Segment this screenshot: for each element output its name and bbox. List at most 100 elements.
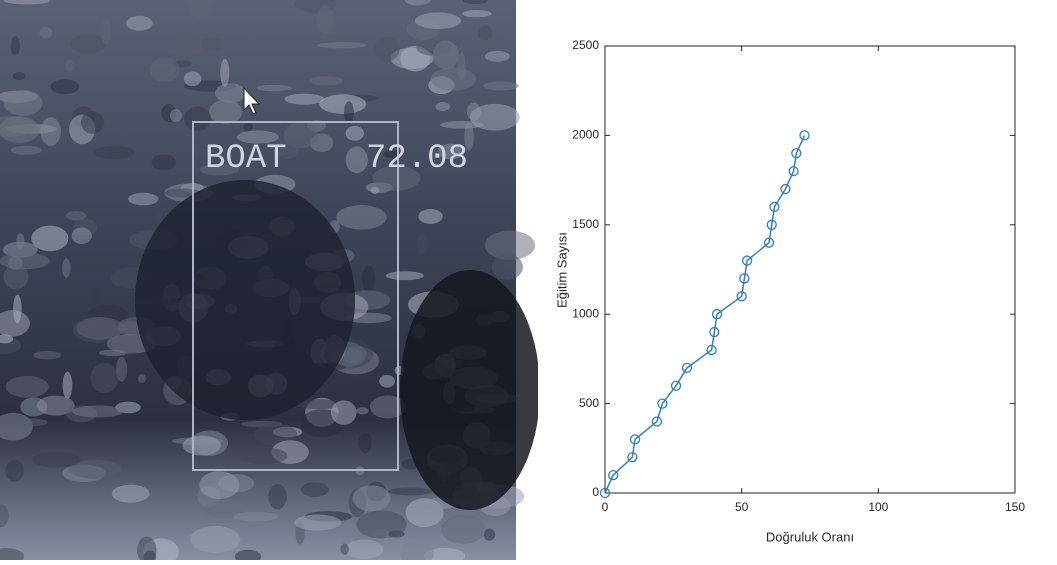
x-tick-label: 150 [1005,500,1025,514]
texture-blob [356,407,368,414]
texture-blob [99,350,126,357]
texture-blob [72,405,124,417]
texture-blob [4,368,32,376]
texture-blob [33,351,61,359]
y-tick-label: 1000 [572,306,599,320]
texture-blob [284,94,324,105]
figure-background [538,0,1030,556]
texture-blob [256,85,292,91]
page: BOAT 72.08 Doğruluk Oranı Eğitim Sayısı … [0,0,1057,560]
texture-blob [6,376,49,398]
x-tick-label: 100 [868,500,888,514]
texture-blob [356,510,406,538]
texture-blob [90,363,118,393]
x-tick-label: 0 [602,500,609,514]
y-tick-label: 1500 [572,217,599,231]
texture-blob [13,72,26,80]
texture-blob [190,526,240,553]
texture-blob [200,38,224,52]
texture-blob [243,123,253,131]
detection-label: BOAT [205,140,287,178]
texture-blob [94,146,135,159]
texture-blob [101,17,112,45]
texture-blob [301,482,329,497]
texture-blob [31,226,68,252]
texture-blob [16,233,24,248]
texture-blob [220,59,229,87]
texture-blob [433,41,459,70]
texture-blob [11,146,43,155]
texture-blob [170,109,182,122]
texture-blob [345,540,383,560]
texture-blob [128,193,159,205]
texture-blob [316,5,333,34]
texture-blob [81,111,104,134]
texture-blob [4,90,43,116]
texture-blob [13,294,21,323]
rock [400,270,540,510]
texture-blob [336,205,386,229]
texture-blob [62,258,71,277]
texture-blob [0,116,40,143]
y-tick-label: 2500 [572,38,599,52]
texture-blob [268,484,286,509]
texture-blob [199,471,239,499]
texture-blob [150,58,180,82]
texture-blob [63,372,73,399]
texture-blob [41,117,61,146]
texture-blob [346,126,364,141]
texture-blob [33,452,81,468]
texture-blob [492,254,523,280]
texture-blob [417,233,428,254]
texture-blob [441,515,486,545]
texture-blob [388,487,432,495]
texture-blob [374,37,400,61]
texture-blob [386,271,424,280]
texture-blob [418,209,442,224]
texture-blob [430,67,476,90]
texture-blob [340,544,348,555]
screenshot: BOAT 72.08 Doğruluk Oranı Eğitim Sayısı … [0,0,1057,560]
texture-blob [362,265,375,293]
texture-blob [184,71,202,86]
y-tick-label: 0 [592,485,599,499]
texture-blob [76,317,124,339]
texture-blob [138,374,146,383]
texture-blob [359,432,372,453]
texture-blob [39,27,52,38]
texture-blob [353,485,391,511]
texture-blob [344,101,354,124]
texture-blob [152,154,176,170]
texture-blob [240,447,288,464]
texture-blob [470,104,520,131]
y-tick-label: 2000 [572,128,599,142]
texture-blob [184,107,211,131]
rock [135,180,355,420]
texture-blob [478,26,493,41]
texture-blob [483,81,519,90]
texture-blob [415,12,461,29]
y-axis-label: Eğitim Sayısı [554,232,569,308]
texture-blob [485,51,510,62]
texture-blob [309,76,343,85]
texture-blob [65,59,75,72]
texture-blob [71,228,91,244]
x-axis-label: Doğruluk Oranı [766,529,854,544]
texture-blob [462,10,492,17]
texture-blob [319,94,366,113]
texture-blob [233,512,278,521]
texture-blob [331,400,357,424]
texture-blob [70,34,106,53]
texture-blob [126,16,153,31]
texture-blob [183,435,221,455]
texture-blob [435,102,450,111]
texture-blob [50,79,79,94]
texture-blob [5,460,24,482]
texture-blob [215,83,246,102]
texture-blob [66,211,86,221]
texture-blob [11,36,20,56]
texture-blob [317,42,366,48]
y-tick-label: 500 [579,396,599,410]
texture-blob [9,418,48,426]
